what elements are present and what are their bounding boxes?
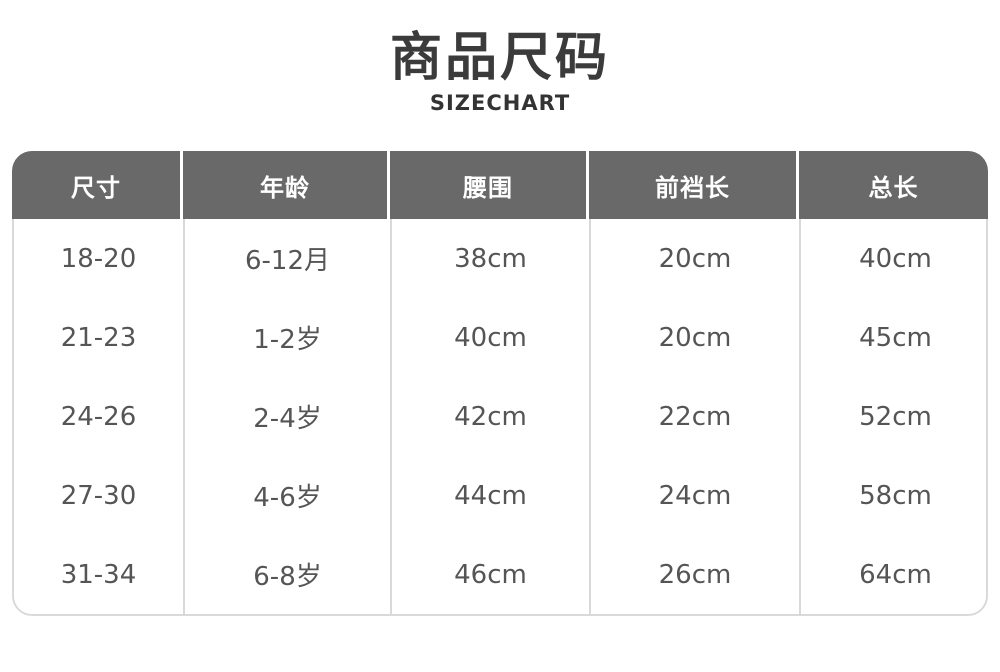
table-cell: 38cm (392, 219, 591, 299)
table-cell: 18-20 (14, 219, 185, 299)
table-cell: 27-30 (14, 456, 185, 536)
table-cell: 52cm (801, 377, 986, 457)
table-cell: 58cm (801, 456, 986, 536)
table-cell: 24cm (591, 456, 801, 536)
title-block: 商品尺码 SIZECHART (0, 0, 1000, 115)
table-cell: 24-26 (14, 377, 185, 457)
table-cell: 45cm (801, 298, 986, 378)
table-cell: 4-6岁 (185, 456, 392, 536)
table-cell: 21-23 (14, 298, 185, 378)
header-cell-size: 尺寸 (12, 151, 183, 220)
table-header-row: 尺寸 年龄 腰围 前裆长 总长 (12, 151, 988, 220)
table-cell: 64cm (801, 535, 986, 615)
table-cell: 46cm (392, 535, 591, 615)
table-cell: 6-12月 (185, 219, 392, 299)
table-cell: 2-4岁 (185, 377, 392, 457)
page-subtitle: SIZECHART (429, 91, 571, 116)
table-cell: 42cm (392, 377, 591, 457)
table-cell: 31-34 (14, 535, 185, 615)
table-cell: 44cm (392, 456, 591, 536)
table-cell: 40cm (392, 298, 591, 378)
table-cell: 1-2岁 (185, 298, 392, 378)
table-body: 18-20 6-12月 38cm 20cm 40cm 21-23 1-2岁 40… (12, 219, 988, 617)
page-title: 商品尺码 (389, 28, 610, 88)
header-cell-front-crotch: 前裆长 (589, 151, 799, 220)
table-cell: 40cm (801, 219, 986, 299)
table-cell: 26cm (591, 535, 801, 615)
table-cell: 20cm (591, 219, 801, 299)
size-table: 尺寸 年龄 腰围 前裆长 总长 18-20 6-12月 38cm 20cm 40… (12, 151, 988, 617)
table-cell: 20cm (591, 298, 801, 378)
header-cell-total-length: 总长 (799, 151, 988, 220)
table-cell: 22cm (591, 377, 801, 457)
header-cell-waist: 腰围 (390, 151, 589, 220)
header-cell-age: 年龄 (183, 151, 390, 220)
table-cell: 6-8岁 (185, 535, 392, 615)
